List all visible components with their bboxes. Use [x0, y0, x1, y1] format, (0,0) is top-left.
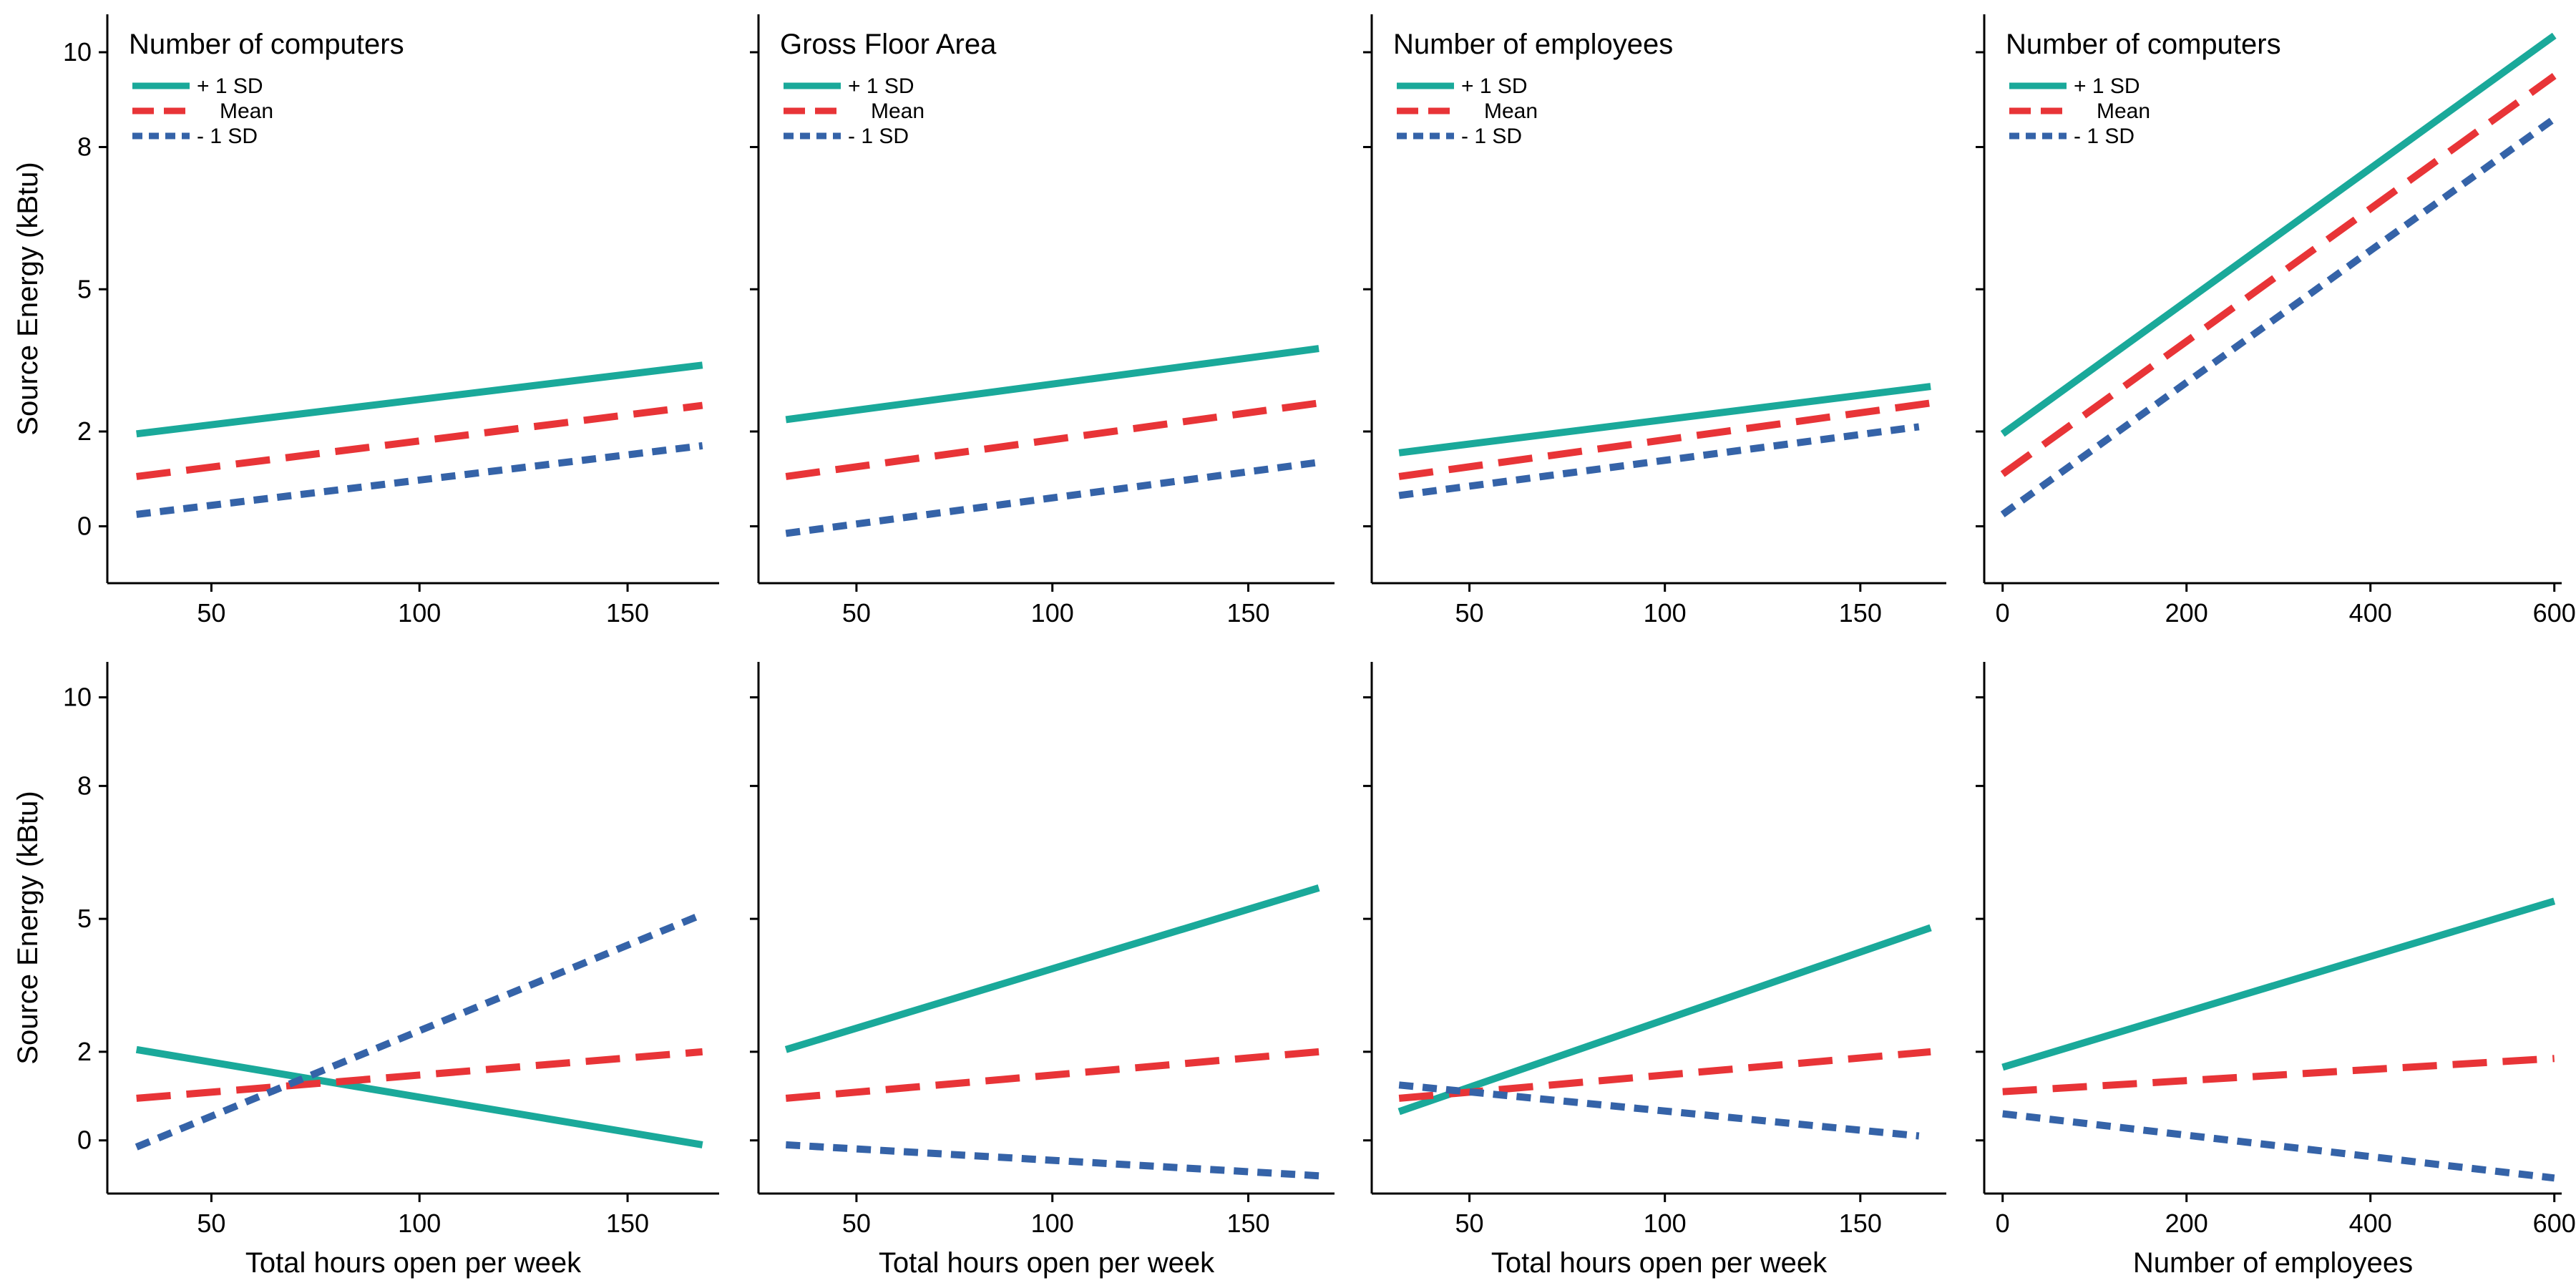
x-tick-label: 150	[606, 1209, 649, 1238]
y-tick-label: 8	[77, 771, 92, 800]
series-line-2	[136, 1048, 703, 1102]
panel-1-1: 0 2 5 8 10 50 100 150 Number of computers + 1 SDM…	[12, 14, 719, 628]
x-tick-label: 100	[1031, 598, 1074, 628]
y-tick-label: 5	[77, 274, 92, 303]
series-line-2	[785, 399, 1319, 480]
series-line-1	[1398, 383, 1931, 457]
legend-label: Mean	[871, 99, 924, 123]
series-line-2	[1398, 1048, 1931, 1102]
legend-label: - 1 SD	[848, 125, 909, 148]
series-line-1	[1397, 924, 1932, 1116]
y-tick-label: 10	[63, 37, 92, 67]
series-line-3	[2002, 1110, 2555, 1182]
series-line-3	[1398, 1081, 1920, 1140]
series-line-1	[2001, 897, 2556, 1071]
x-tick-label: 150	[1839, 598, 1882, 628]
panel-2-3: 50 100 150 Total hours open per week	[1363, 662, 1946, 1279]
x-tick-label: 150	[1226, 1209, 1269, 1238]
panel-2-4: 0 200 400 600 Number of employees	[1976, 662, 2576, 1279]
panel-title: Number of computers	[2006, 29, 2281, 60]
series-line-3	[1398, 423, 1920, 499]
x-tick-label: 100	[1644, 1209, 1687, 1238]
y-axis-title: Source Energy (kBtu)	[12, 162, 44, 435]
legend-label: + 1 SD	[2074, 74, 2140, 98]
legend-label: - 1 SD	[2074, 125, 2135, 148]
x-tick-label: 400	[2349, 1209, 2392, 1238]
x-tick-label: 200	[2165, 598, 2208, 628]
y-tick-label: 0	[77, 1126, 92, 1155]
legend-label: - 1 SD	[197, 125, 258, 148]
x-axis-title: Total hours open per week	[245, 1247, 582, 1279]
x-tick-label: 50	[197, 598, 225, 628]
series-line-3	[2000, 115, 2557, 517]
x-tick-label: 50	[1455, 1209, 1484, 1238]
x-tick-label: 100	[1031, 1209, 1074, 1238]
x-tick-label: 100	[1644, 598, 1687, 628]
series-line-1	[784, 884, 1320, 1053]
x-tick-label: 0	[1996, 598, 2010, 628]
y-axis-title: Source Energy (kBtu)	[12, 791, 44, 1064]
series-line-2	[2002, 1055, 2555, 1096]
x-tick-label: 150	[1226, 598, 1269, 628]
series-line-1	[2000, 32, 2557, 437]
series-line-3	[135, 911, 704, 1151]
x-tick-label: 50	[197, 1209, 225, 1238]
x-tick-label: 100	[398, 598, 441, 628]
panel-2-2: 50 100 150 Total hours open per week	[750, 662, 1335, 1279]
y-tick-label: 5	[77, 904, 92, 933]
legend-label: Mean	[1484, 99, 1538, 123]
x-tick-label: 200	[2165, 1209, 2208, 1238]
panel-1-4: 0 200 400 600 Number of computers + 1 SDMean-…	[1976, 14, 2576, 628]
series-line-2	[785, 1048, 1319, 1102]
series-line-3	[785, 459, 1319, 537]
x-tick-label: 600	[2533, 598, 2576, 628]
x-axis-title: Total hours open per week	[1491, 1247, 1828, 1279]
x-axis-title: Number of employees	[2133, 1247, 2413, 1279]
x-tick-label: 150	[606, 598, 649, 628]
panel-title: Number of employees	[1393, 29, 1673, 60]
panel-2-1: 0 2 5 8 10 50 100 150 Total hours open per week S…	[12, 662, 719, 1279]
series-line-1	[135, 1045, 703, 1148]
x-tick-label: 50	[1455, 598, 1484, 628]
y-tick-label: 10	[63, 683, 92, 712]
panel-title: Gross Floor Area	[780, 29, 997, 60]
series-line-2	[1398, 399, 1931, 480]
legend-label: Mean	[2097, 99, 2150, 123]
legend-label: + 1 SD	[848, 74, 914, 98]
x-tick-label: 600	[2533, 1209, 2576, 1238]
x-tick-label: 50	[842, 1209, 871, 1238]
legend-label: + 1 SD	[197, 74, 263, 98]
x-tick-label: 150	[1839, 1209, 1882, 1238]
series-line-1	[136, 361, 703, 438]
y-tick-label: 2	[77, 1037, 92, 1066]
legend-label: + 1 SD	[1461, 74, 1528, 98]
x-tick-label: 0	[1996, 1209, 2010, 1238]
panel-title: Number of computers	[129, 29, 404, 60]
x-tick-label: 100	[398, 1209, 441, 1238]
series-line-1	[785, 345, 1319, 424]
x-tick-label: 50	[842, 598, 871, 628]
series-line-2	[136, 401, 703, 480]
y-tick-label: 8	[77, 132, 92, 162]
series-line-2	[2000, 73, 2557, 477]
legend-label: Mean	[220, 99, 273, 123]
y-tick-label: 2	[77, 416, 92, 446]
x-tick-label: 400	[2349, 598, 2392, 628]
series-line-3	[786, 1141, 1319, 1180]
series-line-3	[136, 441, 703, 518]
y-tick-label: 0	[77, 512, 92, 541]
x-axis-title: Total hours open per week	[879, 1247, 1215, 1279]
legend-label: - 1 SD	[1461, 125, 1522, 148]
